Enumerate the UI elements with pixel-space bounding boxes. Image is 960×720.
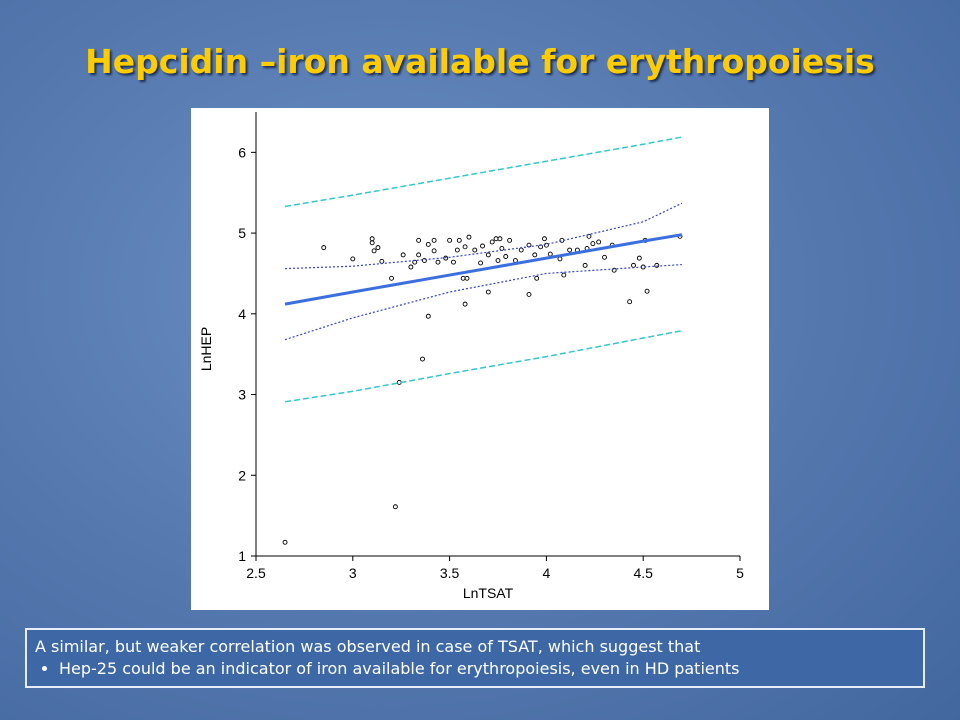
scatter-point (631, 262, 636, 268)
scatter-point (416, 237, 422, 243)
body-text: A similar, but weaker correlation was ob… (35, 637, 701, 656)
scatter-point (507, 237, 513, 243)
scatter-point (350, 256, 356, 262)
slide-title: Hepcidin –iron available for erythropoie… (85, 42, 875, 81)
scatter-point (408, 264, 414, 270)
scatter-point (547, 251, 553, 257)
scatter-point (526, 291, 532, 297)
scatter-point (425, 241, 431, 247)
scatter-point (466, 234, 472, 240)
x-tick-label: 4.5 (633, 565, 653, 581)
scatter-point (447, 237, 453, 243)
scatter-point (431, 237, 437, 243)
scatter-point (518, 247, 524, 253)
scatter-point (627, 299, 633, 305)
scatter-point (602, 254, 607, 260)
band-line (284, 330, 683, 403)
scatter-point (454, 247, 460, 253)
scatter-point (443, 255, 449, 261)
y-tick-label: 6 (238, 144, 246, 160)
y-axis-label: LnHEP (198, 327, 214, 371)
scatter-point (456, 237, 462, 243)
scatter-point (462, 244, 468, 250)
x-tick-label: 4 (543, 565, 551, 581)
scatter-point (557, 256, 563, 262)
scatter-point (435, 259, 441, 265)
scatter-point (485, 252, 491, 258)
band-line (284, 263, 682, 341)
scatter-point (590, 241, 596, 247)
scatter-point (532, 252, 538, 258)
scatter-point (400, 252, 406, 258)
x-tick-label: 5 (736, 565, 744, 581)
scatter-point (416, 252, 422, 258)
scatter-point (478, 260, 484, 266)
chart: 1 2 3 4 5 6 2.5 3 3.5 4 4.5 5 LnTSAT LnHEP (198, 112, 744, 601)
scatter-point (596, 239, 602, 245)
scatter-point (497, 236, 503, 242)
scatter-point (503, 254, 509, 259)
scatter-point (561, 272, 567, 278)
scatter-point (493, 236, 499, 242)
scatter-point (485, 289, 491, 295)
scatter-point (489, 239, 495, 245)
band-line (284, 136, 683, 208)
y-tick-label: 5 (238, 225, 246, 241)
x-tick-label: 3.5 (440, 565, 460, 581)
scatter-point (462, 301, 468, 307)
scatter-point (321, 245, 327, 251)
y-tick-label: 4 (238, 306, 246, 322)
y-tick-label: 1 (238, 548, 246, 564)
scatter-point (369, 236, 375, 242)
y-tick-label: 2 (238, 467, 246, 483)
scatter-point (460, 275, 466, 281)
scatter-point (586, 233, 592, 239)
text-box: A similar, but weaker correlation was ob… (25, 628, 925, 688)
scatter-point (654, 262, 660, 268)
bullet-list: Hep-25 could be an indicator of iron ava… (35, 658, 915, 680)
scatter-point (567, 247, 573, 253)
chart-panel: 1 2 3 4 5 6 2.5 3 3.5 4 4.5 5 LnTSAT LnHEP (191, 108, 769, 610)
scatter-point (371, 248, 377, 254)
scatter-point (369, 240, 375, 246)
scatter-point (389, 275, 394, 281)
scatter-point (425, 313, 431, 319)
scatter-point (379, 258, 385, 264)
x-tick-label: 3 (349, 565, 357, 581)
x-axis-label: LnTSAT (463, 585, 514, 601)
fit-line (284, 233, 683, 306)
scatter-point (375, 245, 381, 251)
scatter-point (480, 243, 485, 249)
scatter-point (636, 255, 642, 261)
bullet: Hep-25 could be an indicator of iron ava… (59, 658, 915, 680)
band-line (285, 202, 683, 270)
scatter-point (542, 236, 547, 242)
scatter-point (534, 275, 540, 281)
scatter-point (392, 504, 398, 510)
y-tick-label: 3 (238, 387, 246, 403)
scatter-point (431, 248, 437, 254)
scatter-point (611, 267, 617, 273)
scatter-point (451, 259, 456, 265)
scatter-point (421, 258, 427, 263)
scatter-point (472, 247, 478, 253)
scatter-point (495, 258, 501, 263)
x-tick-label: 2.5 (246, 565, 266, 581)
scatter-point (420, 356, 425, 362)
scatter-point (412, 259, 418, 265)
scatter-point (464, 275, 470, 281)
scatter-point (644, 288, 650, 294)
scatter-point (282, 539, 288, 545)
scatter-point (582, 262, 588, 268)
